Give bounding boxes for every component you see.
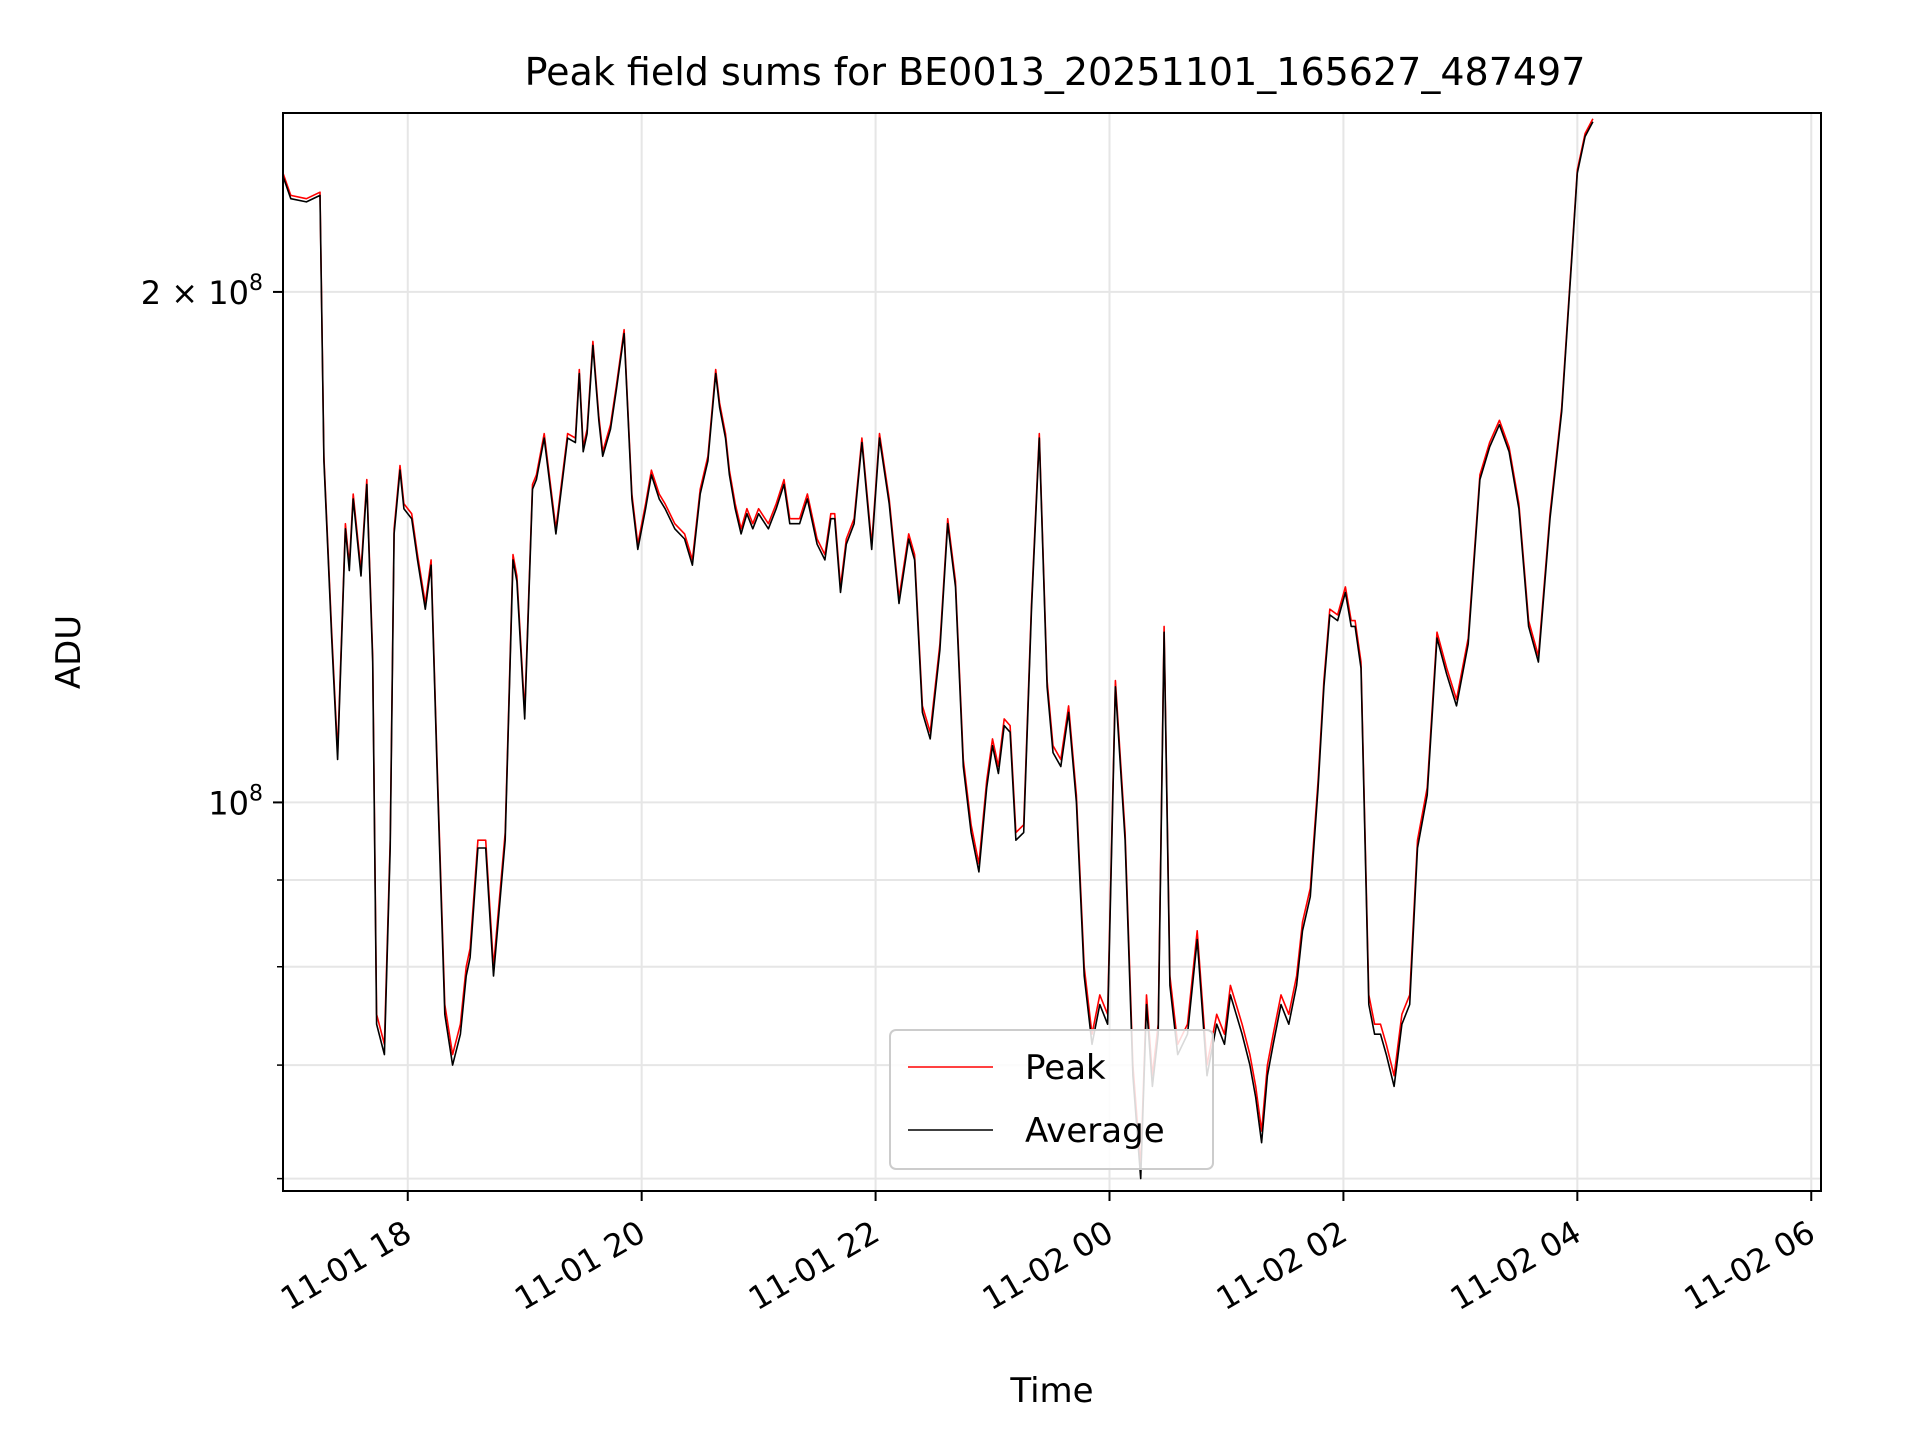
- y-tick-label: 108: [208, 781, 263, 822]
- y-tick-label: 2 × 108: [141, 271, 263, 312]
- chart-title: Peak field sums for BE0013_20251101_1656…: [525, 50, 1586, 94]
- x-axis-label: Time: [1009, 1371, 1093, 1411]
- legend-box: [889, 1029, 1214, 1170]
- series-line-average: [283, 121, 1594, 1180]
- y-axis: 2 × 108 108: [141, 271, 283, 1180]
- series-line-peak: [283, 118, 1594, 1168]
- y-axis-label: ADU: [49, 615, 89, 689]
- legend-label-average: Average: [1025, 1111, 1165, 1151]
- series-layer: [283, 118, 1594, 1180]
- grid-lines: [283, 113, 1821, 1191]
- legend-label-peak: Peak: [1025, 1048, 1106, 1088]
- legend: Peak Average: [889, 1029, 1214, 1170]
- plot-frame: [282, 112, 1822, 1192]
